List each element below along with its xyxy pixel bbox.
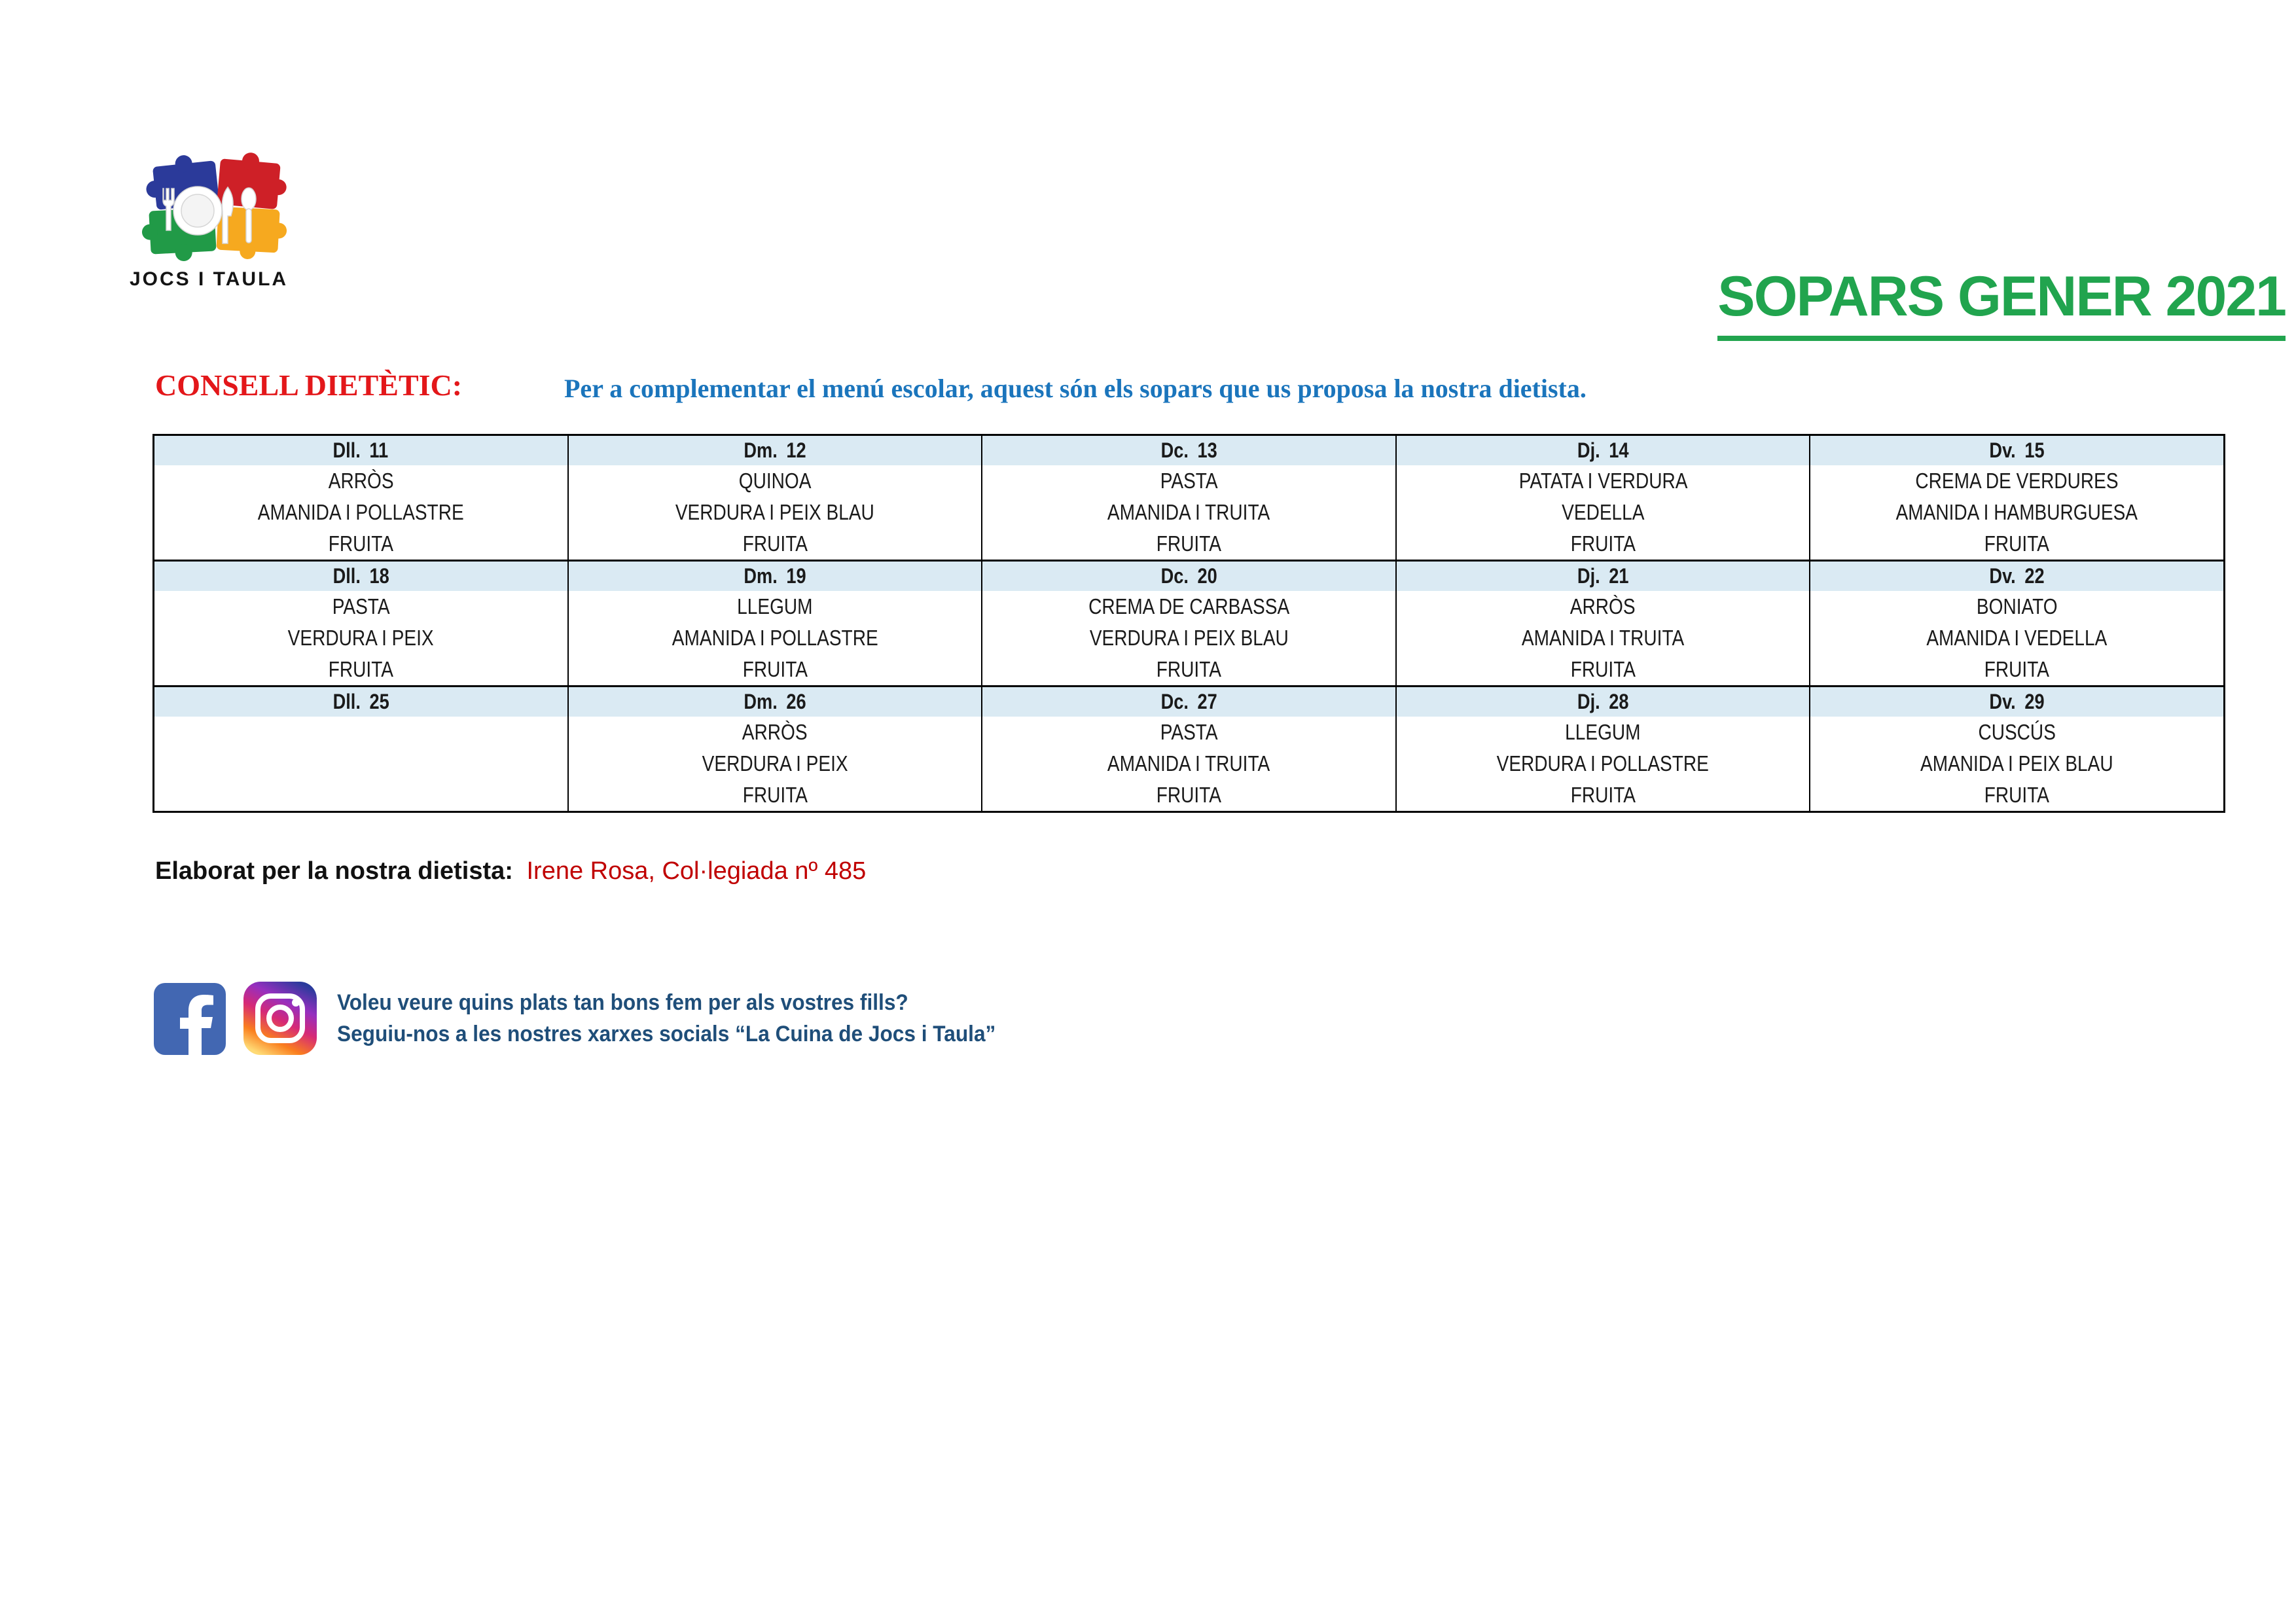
menu-items-row: PASTA LLEGUM CREMA DE CARBASSA ARRÒS BON… bbox=[152, 591, 2225, 622]
menu-item-cell: VERDURA I POLLASTRE bbox=[1395, 748, 1811, 779]
menu-item-cell: PATATA I VERDURA bbox=[1395, 465, 1811, 497]
menu-item-cell: FRUITA bbox=[1809, 779, 2225, 812]
menu-item-cell: PASTA bbox=[981, 465, 1397, 497]
facebook-icon bbox=[154, 983, 226, 1055]
menu-item-cell: FRUITA bbox=[1395, 654, 1811, 687]
advice-text: Per a complementar el menú escolar, aque… bbox=[564, 374, 1587, 403]
menu-item-cell: ARRÒS bbox=[1395, 591, 1811, 622]
day-header-cell: Dj. 21 bbox=[1395, 560, 1811, 591]
day-header-row: Dll. 25 Dm. 26 Dc. 27 Dj. 28 Dv. 29 bbox=[152, 685, 2225, 717]
menu-items-row: FRUITA FRUITA FRUITA FRUITA FRUITA bbox=[152, 528, 2225, 561]
logo-text: JOCS I TAULA bbox=[129, 268, 289, 290]
menu-item-cell: AMANIDA I POLLASTRE bbox=[152, 497, 569, 528]
menu-item-cell: FRUITA bbox=[152, 654, 569, 687]
menu-item-cell: AMANIDA I PEIX BLAU bbox=[1809, 748, 2225, 779]
menu-item-cell: FRUITA bbox=[1809, 528, 2225, 561]
menu-items-row: FRUITA FRUITA FRUITA FRUITA bbox=[152, 779, 2225, 812]
menu-item-cell: CUSCÚS bbox=[1809, 717, 2225, 748]
menu-item-cell: VERDURA I PEIX BLAU bbox=[567, 497, 983, 528]
menu-item-cell: QUINOA bbox=[567, 465, 983, 497]
menu-items-row: AMANIDA I POLLASTRE VERDURA I PEIX BLAU … bbox=[152, 497, 2225, 528]
menu-item-cell: FRUITA bbox=[1395, 779, 1811, 812]
day-header-cell: Dm. 19 bbox=[567, 560, 983, 591]
day-header-row: Dll. 11 Dm. 12 Dc. 13 Dj. 14 Dv. 15 bbox=[152, 435, 2225, 465]
menu-item-cell bbox=[152, 748, 569, 779]
menu-item-cell: FRUITA bbox=[567, 654, 983, 687]
menu-item-cell: AMANIDA I TRUITA bbox=[981, 748, 1397, 779]
menu-item-cell: PASTA bbox=[981, 717, 1397, 748]
day-header-cell: Dc. 13 bbox=[981, 435, 1397, 465]
spoon-icon bbox=[241, 187, 257, 211]
menu-items-row: VERDURA I PEIX AMANIDA I TRUITA VERDURA … bbox=[152, 748, 2225, 779]
menu-item-cell: FRUITA bbox=[1809, 654, 2225, 687]
menu-item-cell: FRUITA bbox=[1395, 528, 1811, 561]
menu-item-cell: FRUITA bbox=[567, 779, 983, 812]
menu-item-cell: FRUITA bbox=[981, 528, 1397, 561]
menu-item-cell: AMANIDA I VEDELLA bbox=[1809, 622, 2225, 654]
menu-item-cell bbox=[152, 717, 569, 748]
puzzle-cutlery-logo-icon bbox=[141, 152, 287, 261]
day-header-cell: Dll. 25 bbox=[152, 685, 569, 717]
social-line-1: Voleu veure quins plats tan bons fem per… bbox=[337, 990, 908, 1015]
menu-item-cell: VEDELLA bbox=[1395, 497, 1811, 528]
menu-item-cell: CREMA DE VERDURES bbox=[1809, 465, 2225, 497]
menu-item-cell: VERDURA I PEIX BLAU bbox=[981, 622, 1397, 654]
dietitian-credit: Elaborat per la nostra dietista: Irene R… bbox=[155, 857, 866, 885]
page-title: SOPARS GENER 2021 bbox=[1717, 264, 2287, 341]
dietitian-label: Elaborat per la nostra dietista: bbox=[155, 857, 513, 885]
day-header-row: Dll. 18 Dm. 19 Dc. 20 Dj. 21 Dv. 22 bbox=[152, 560, 2225, 591]
menu-item-cell: AMANIDA I TRUITA bbox=[981, 497, 1397, 528]
day-header-cell: Dj. 28 bbox=[1395, 685, 1811, 717]
dietitian-name: Irene Rosa, Col·legiada nº 485 bbox=[526, 857, 867, 885]
day-header-cell: Dv. 22 bbox=[1809, 560, 2225, 591]
day-header-cell: Dll. 18 bbox=[152, 560, 569, 591]
menu-item-cell: FRUITA bbox=[152, 528, 569, 561]
menu-item-cell: BONIATO bbox=[1809, 591, 2225, 622]
menu-items-row: ARRÒS PASTA LLEGUM CUSCÚS bbox=[152, 717, 2225, 748]
menu-item-cell: LLEGUM bbox=[567, 591, 983, 622]
day-header-cell: Dll. 11 bbox=[152, 435, 569, 465]
day-header-cell: Dc. 20 bbox=[981, 560, 1397, 591]
menu-table: Dll. 11 Dm. 12 Dc. 13 Dj. 14 Dv. 15 ARRÒS QUI… bbox=[152, 434, 2225, 813]
menu-item-cell: FRUITA bbox=[981, 654, 1397, 687]
social-text: Voleu veure quins plats tan bons fem per… bbox=[337, 987, 1045, 1050]
advice-label: CONSELL DIETÈTIC: bbox=[155, 368, 463, 402]
menu-items-row: FRUITA FRUITA FRUITA FRUITA FRUITA bbox=[152, 654, 2225, 687]
fork-icon bbox=[162, 188, 175, 231]
menu-item-cell bbox=[152, 779, 569, 812]
instagram-icon bbox=[243, 982, 317, 1055]
knife-icon bbox=[221, 186, 234, 244]
day-header-cell: Dv. 29 bbox=[1809, 685, 2225, 717]
menu-item-cell: LLEGUM bbox=[1395, 717, 1811, 748]
day-header-cell: Dm. 12 bbox=[567, 435, 983, 465]
day-header-cell: Dv. 15 bbox=[1809, 435, 2225, 465]
logo: JOCS I TAULA bbox=[120, 151, 298, 291]
menu-item-cell: FRUITA bbox=[981, 779, 1397, 812]
menu-item-cell: ARRÒS bbox=[567, 717, 983, 748]
menu-item-cell: VERDURA I PEIX bbox=[567, 748, 983, 779]
day-header-cell: Dm. 26 bbox=[567, 685, 983, 717]
day-header-cell: Dc. 27 bbox=[981, 685, 1397, 717]
menu-item-cell: AMANIDA I POLLASTRE bbox=[567, 622, 983, 654]
day-header-cell: Dj. 14 bbox=[1395, 435, 1811, 465]
menu-items-row: ARRÒS QUINOA PASTA PATATA I VERDURA CREM… bbox=[152, 465, 2225, 497]
menu-item-cell: FRUITA bbox=[567, 528, 983, 561]
menu-item-cell: AMANIDA I HAMBURGUESA bbox=[1809, 497, 2225, 528]
menu-item-cell: PASTA bbox=[152, 591, 569, 622]
menu-items-row: VERDURA I PEIX AMANIDA I POLLASTRE VERDU… bbox=[152, 622, 2225, 654]
menu-item-cell: VERDURA I PEIX bbox=[152, 622, 569, 654]
menu-item-cell: ARRÒS bbox=[152, 465, 569, 497]
menu-item-cell: AMANIDA I TRUITA bbox=[1395, 622, 1811, 654]
menu-item-cell: CREMA DE CARBASSA bbox=[981, 591, 1397, 622]
social-line-2: Seguiu-nos a les nostres xarxes socials … bbox=[337, 1022, 996, 1046]
